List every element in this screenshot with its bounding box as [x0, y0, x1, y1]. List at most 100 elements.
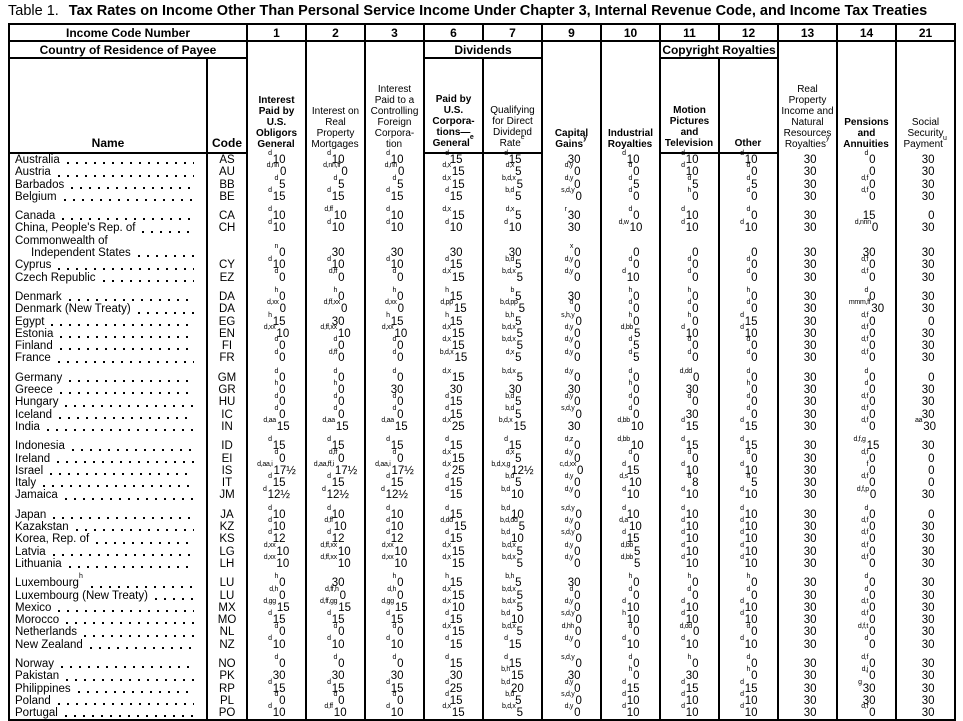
footnote-marker: h — [628, 666, 633, 674]
rate-cell: d,f,p0 — [836, 486, 897, 502]
footnote-marker: d — [327, 150, 331, 158]
country-name-cell: Portugal — [8, 707, 208, 721]
footnote-marker: b,d,x — [501, 554, 516, 562]
footnote-marker: d,aa — [381, 417, 394, 425]
rate-cell: d0 — [836, 635, 897, 651]
footnote-marker: d — [740, 218, 744, 226]
footnote-marker: d,ff — [328, 348, 338, 356]
footnote-marker: d — [392, 267, 397, 275]
rate-cell: d0 — [836, 150, 897, 167]
country-row: China, People's Rep. of CH d10 d10 d10 d10 d10… — [8, 218, 956, 235]
footnote-marker: d,x — [442, 448, 451, 456]
rate-cell: d10 — [423, 219, 484, 235]
rate-cell: d0 — [659, 586, 720, 602]
footnote-marker: d — [622, 461, 626, 468]
footnote-marker: d — [628, 162, 633, 170]
rate-cell: d,ff10 — [305, 517, 366, 534]
rate-cell: b5 — [482, 287, 543, 304]
footnote-marker: d,xx — [381, 541, 394, 549]
rate-cell: d,f0 — [836, 175, 897, 191]
country-name-cell: Lithuania — [8, 557, 208, 571]
rate-cell: s,d,y0 — [541, 405, 602, 421]
rate-cell: d15 — [423, 505, 484, 522]
rate-cell: h0 — [246, 573, 307, 590]
rate-cell: d8 — [659, 473, 720, 490]
rate-cell: d10 — [364, 219, 425, 235]
country-name-cell: Australia — [8, 153, 208, 167]
footnote-marker: mmm,ff — [848, 299, 871, 307]
footnote-marker: d — [268, 504, 272, 512]
rate-cell: d5 — [659, 175, 720, 191]
country-row: Norway NO d0 d0 d0 d15 d15 s,d,y0 d0 h0 d0 30 d,f0 30 — [8, 654, 956, 671]
country-name: Belgium — [15, 190, 57, 203]
footnote-marker: d — [274, 267, 279, 275]
rate-cell: d0 — [600, 449, 661, 465]
footnote-marker: d — [622, 597, 626, 605]
country-code-cell: KS — [206, 533, 248, 546]
rate-cell: d,ff,xx10 — [305, 542, 366, 558]
group-gap-row — [8, 501, 956, 509]
footnote-marker: d,y — [564, 367, 574, 375]
footnote-marker: b,d,dd — [499, 517, 518, 525]
rate-cell: d10 — [718, 703, 779, 721]
rate-cell: h0 — [600, 666, 661, 683]
rate-cell: 30 — [777, 408, 838, 421]
footnote-marker: h — [628, 573, 633, 581]
footnote-marker: d,ff,xx — [323, 299, 341, 307]
rate-cell: d,aa15 — [364, 417, 425, 434]
income-code-row: Income Code Number 1 2 3 6 7 9 10 11 12 … — [8, 24, 956, 42]
rate-cell: d10 — [718, 598, 779, 615]
footnote-marker: d,y — [564, 634, 574, 642]
rate-cell: d0 — [364, 268, 425, 284]
rate-cell: d10 — [718, 610, 779, 627]
footnote-marker: d — [386, 517, 390, 525]
footnote-marker: d — [268, 473, 272, 481]
dot-leader — [90, 585, 194, 588]
footnote-marker: d — [681, 461, 685, 468]
country-name-cell: Norway — [8, 657, 208, 671]
rate-cell: d0 — [305, 368, 366, 385]
rate-cell: d15 — [423, 436, 484, 453]
footnote-marker: d,ff,xx — [320, 324, 337, 332]
footnote-marker: d,x — [442, 324, 451, 332]
country-code-cell: DA — [206, 290, 248, 304]
rate-cell: d0 — [836, 287, 897, 304]
rate-cell: d,x25 — [423, 417, 484, 434]
country-name: New Zealand — [15, 638, 83, 651]
footnote-marker: d,pp — [440, 299, 453, 307]
footnote-marker: d — [504, 218, 508, 226]
footnote-marker: d,gg — [381, 597, 394, 605]
rate-cell: d,f0 — [836, 554, 897, 571]
country-row: New Zealand NZ d10 d10 d10 d15 d15 d,y0 d10 d10 d1… — [8, 635, 956, 651]
rate-cell: h15 — [423, 573, 484, 590]
country-row: Indonesia ID d15 d15 d15 d15 d15 d,z0 d,bb10 d15 d… — [8, 436, 956, 453]
rate-cell: d12½ — [246, 486, 307, 502]
footnote-marker: d — [445, 691, 449, 699]
rate-cell: d,f0 — [836, 349, 897, 365]
rate-cell: d0 — [600, 162, 661, 179]
rate-cell: d10 — [659, 542, 720, 558]
rate-cell: d12½ — [364, 486, 425, 502]
col-header-motion-pictures-tv: Motion Pictures and Television — [659, 58, 720, 154]
country-code-cell: LU — [206, 589, 248, 602]
rate-cell: s,d,y0 — [541, 187, 602, 204]
rate-cell: d5 — [718, 175, 779, 191]
rate-cell: d,f0 — [836, 405, 897, 421]
country-name-cell: Canada — [8, 210, 208, 223]
rate-cell: d,w10 — [600, 219, 661, 235]
country-row: Korea, Rep. of KS d12 d12 d12 d15 b,d10 s,d,y0 d… — [8, 529, 956, 546]
footnote-marker: g — [858, 678, 862, 686]
footnote-marker: s,d,y — [561, 691, 575, 699]
rate-cell: 30 — [836, 694, 897, 708]
footnote-marker: d — [628, 206, 633, 214]
country-row: Israel IS d,aa,i17½ d,aa,ff,i17½ d,aa,i17½ d,… — [8, 461, 956, 478]
rate-cell: d,f0 — [836, 654, 897, 671]
rate-cell: 30 — [305, 577, 366, 590]
footnote-marker: d — [327, 255, 331, 263]
rate-cell: d10 — [659, 150, 720, 167]
dot-leader — [60, 666, 194, 669]
footnote-marker: d,x — [442, 174, 451, 182]
rate-cell: d,y0 — [541, 542, 602, 558]
country-row: Italy IT d15 d15 d15 d15 b,d5 d,y0 d,s10 d8 d5 30 d,… — [8, 473, 956, 490]
